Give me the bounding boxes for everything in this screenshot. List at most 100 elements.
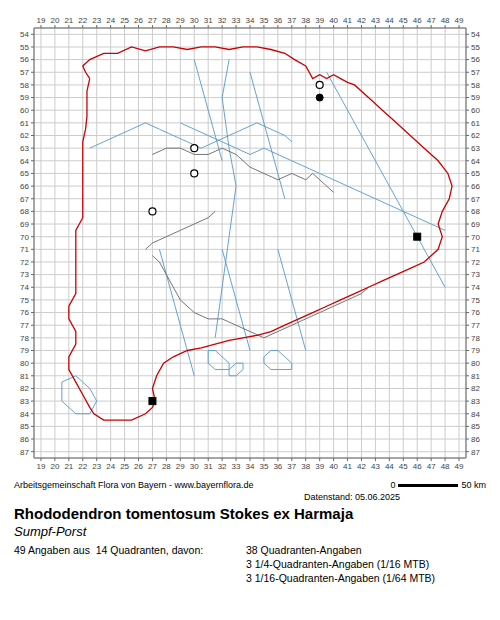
svg-text:61: 61 [20,119,29,128]
svg-text:81: 81 [20,372,29,381]
svg-text:67: 67 [471,195,480,204]
svg-text:29: 29 [176,462,185,471]
svg-text:34: 34 [246,462,255,471]
svg-text:29: 29 [176,16,185,25]
svg-text:71: 71 [20,245,29,254]
svg-text:72: 72 [471,258,480,267]
svg-text:68: 68 [471,207,480,216]
svg-text:86: 86 [20,435,29,444]
svg-text:63: 63 [20,144,29,153]
svg-text:54: 54 [471,30,480,39]
svg-text:24: 24 [106,16,115,25]
svg-text:57: 57 [20,68,29,77]
svg-text:77: 77 [471,321,480,330]
svg-text:57: 57 [471,68,480,77]
svg-text:82: 82 [471,384,480,393]
svg-text:41: 41 [343,16,352,25]
svg-text:55: 55 [471,43,480,52]
svg-text:41: 41 [343,462,352,471]
svg-text:40: 40 [329,16,338,25]
svg-text:37: 37 [287,462,296,471]
svg-text:35: 35 [259,16,268,25]
svg-text:70: 70 [20,233,29,242]
svg-text:63: 63 [471,144,480,153]
svg-text:32: 32 [218,16,227,25]
svg-text:28: 28 [162,462,171,471]
svg-text:73: 73 [471,270,480,279]
svg-text:72: 72 [20,258,29,267]
svg-text:80: 80 [20,359,29,368]
svg-text:75: 75 [20,296,29,305]
svg-text:43: 43 [371,462,380,471]
svg-text:66: 66 [20,182,29,191]
svg-text:85: 85 [471,422,480,431]
svg-text:55: 55 [20,43,29,52]
svg-text:26: 26 [134,462,143,471]
svg-text:30: 30 [190,16,199,25]
svg-text:23: 23 [92,462,101,471]
svg-text:47: 47 [427,462,436,471]
svg-text:24: 24 [106,462,115,471]
svg-text:48: 48 [441,16,450,25]
svg-text:23: 23 [92,16,101,25]
svg-text:59: 59 [20,93,29,102]
svg-text:77: 77 [20,321,29,330]
svg-text:45: 45 [399,462,408,471]
svg-text:33: 33 [232,16,241,25]
svg-text:65: 65 [471,169,480,178]
svg-text:27: 27 [148,462,157,471]
svg-text:42: 42 [357,16,366,25]
svg-text:56: 56 [471,55,480,64]
svg-text:54: 54 [20,30,29,39]
svg-text:46: 46 [413,16,422,25]
svg-text:44: 44 [385,462,394,471]
svg-text:40: 40 [329,462,338,471]
svg-text:84: 84 [20,410,29,419]
svg-text:66: 66 [471,182,480,191]
svg-text:73: 73 [20,270,29,279]
svg-text:36: 36 [273,16,282,25]
svg-text:45: 45 [399,16,408,25]
svg-text:71: 71 [471,245,480,254]
svg-text:82: 82 [20,384,29,393]
svg-text:60: 60 [20,106,29,115]
svg-text:68: 68 [20,207,29,216]
svg-text:62: 62 [471,131,480,140]
svg-text:74: 74 [20,283,29,292]
svg-text:67: 67 [20,195,29,204]
svg-text:20: 20 [50,462,59,471]
svg-text:60: 60 [471,106,480,115]
svg-text:25: 25 [120,16,129,25]
svg-text:19: 19 [37,16,46,25]
svg-text:58: 58 [20,81,29,90]
svg-text:22: 22 [78,462,87,471]
svg-text:69: 69 [20,220,29,229]
svg-text:39: 39 [315,462,324,471]
svg-text:62: 62 [20,131,29,140]
svg-text:86: 86 [471,435,480,444]
svg-text:47: 47 [427,16,436,25]
svg-text:25: 25 [120,462,129,471]
svg-text:48: 48 [441,462,450,471]
svg-text:35: 35 [259,462,268,471]
svg-text:38: 38 [301,462,310,471]
svg-text:76: 76 [20,308,29,317]
svg-text:79: 79 [471,346,480,355]
svg-text:42: 42 [357,462,366,471]
svg-text:31: 31 [204,16,213,25]
svg-text:75: 75 [471,296,480,305]
svg-text:87: 87 [20,448,29,457]
svg-text:74: 74 [471,283,480,292]
svg-text:65: 65 [20,169,29,178]
svg-text:78: 78 [471,334,480,343]
svg-text:31: 31 [204,462,213,471]
svg-text:30: 30 [190,462,199,471]
svg-text:26: 26 [134,16,143,25]
svg-text:20: 20 [50,16,59,25]
svg-text:56: 56 [20,55,29,64]
svg-text:76: 76 [471,308,480,317]
svg-text:19: 19 [37,462,46,471]
svg-text:28: 28 [162,16,171,25]
svg-text:59: 59 [471,93,480,102]
svg-text:49: 49 [455,16,464,25]
